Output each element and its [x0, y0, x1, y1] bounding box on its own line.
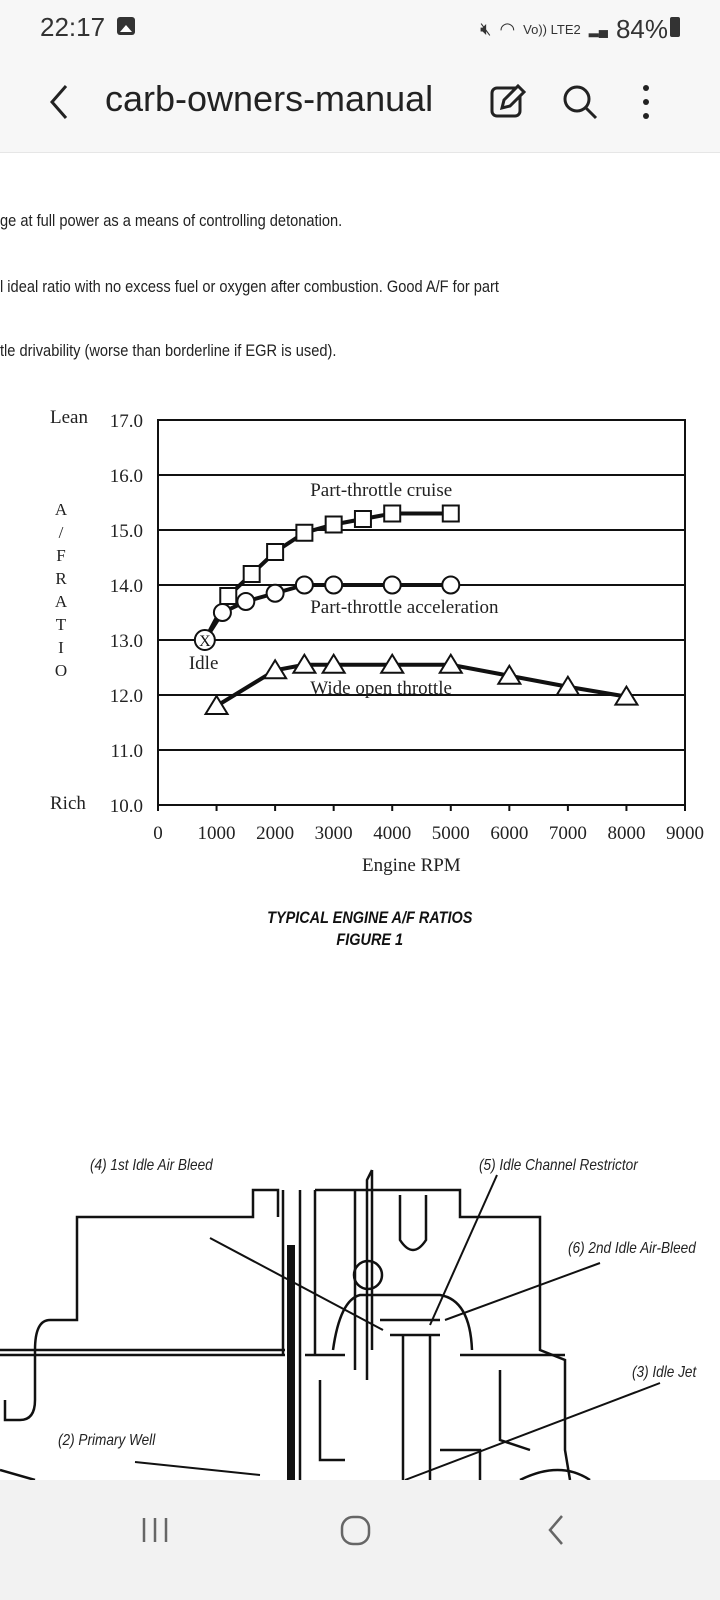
circle-marker	[236, 592, 256, 611]
document-page: ge at full power as a means of controlli…	[0, 153, 720, 1480]
text-line: ge at full power as a means of controlli…	[0, 211, 343, 230]
figure-number: FIGURE 1	[336, 930, 404, 949]
battery-icon	[670, 17, 680, 37]
x-tick-label: 8000	[607, 823, 645, 844]
more-icon[interactable]	[622, 78, 670, 126]
wifi-icon: ◠	[499, 19, 516, 39]
square-marker	[324, 515, 343, 534]
circle-marker	[212, 603, 232, 622]
label-1st-idle-air-bleed: (4) 1st Idle Air Bleed	[90, 1157, 213, 1174]
x-tick-label: 7000	[549, 823, 587, 844]
square-marker	[441, 504, 460, 523]
triangle-marker	[291, 652, 318, 674]
y-tick-label: 14.0	[110, 576, 143, 597]
triangle-marker	[262, 658, 288, 680]
text-line: tle drivability (worse than borderline i…	[0, 341, 337, 360]
carburetor-diagram	[0, 1169, 661, 1480]
back-icon[interactable]	[36, 78, 84, 126]
edit-icon[interactable]	[484, 78, 532, 126]
x-tick-label: 2000	[256, 823, 294, 844]
square-marker	[266, 543, 285, 561]
y-tick-label: 12.0	[110, 686, 143, 707]
mute-icon: 🔇︎	[480, 19, 492, 39]
y-axis-label: A / F RATIO	[54, 500, 68, 680]
series-label: Wide open throttle	[310, 678, 452, 699]
figure-caption: TYPICAL ENGINE A/F RATIOS	[267, 908, 473, 927]
y-tick-label: 16.0	[110, 466, 143, 487]
circle-marker	[265, 583, 285, 603]
y-tick-label: 17.0	[110, 411, 143, 432]
x-tick-label: 1000	[198, 823, 236, 844]
circle-marker	[441, 575, 461, 595]
idle-marker	[193, 629, 216, 651]
status-bar: 22:17 🔇︎ ◠ Vo)) LTE2 ▂▄ 84%	[0, 0, 720, 56]
label-primary-well: (2) Primary Well	[58, 1432, 156, 1449]
gallery-icon	[117, 17, 135, 35]
x-tick-label: 6000	[490, 823, 528, 844]
triangle-marker	[203, 694, 230, 715]
signal-icon: ▂▄	[588, 21, 608, 37]
circle-marker	[382, 575, 402, 595]
af-ratio-chart: 17.0 16.0 15.0 14.0 13.0 12.0 11.0 10.0 0 1000 200…	[110, 411, 704, 844]
y-tick-label: 13.0	[110, 631, 143, 652]
label-idle-jet: (3) Idle Jet	[632, 1364, 697, 1381]
label-2nd-idle-air-bleed: (6) 2nd Idle Air-Bleed	[568, 1240, 696, 1257]
y-top-label: Lean	[50, 407, 88, 428]
triangle-marker	[555, 674, 581, 696]
circle-marker	[294, 575, 314, 595]
square-marker	[295, 523, 314, 542]
x-tick-label: 9000	[666, 823, 704, 844]
y-tick-label: 15.0	[110, 521, 143, 542]
home-icon[interactable]	[336, 1510, 376, 1550]
square-marker	[242, 565, 261, 583]
y-tick-label: 10.0	[110, 796, 143, 817]
navigation-bar	[0, 1480, 720, 1600]
series-label: Part-throttle cruise	[310, 480, 452, 501]
x-tick-label: 4000	[373, 823, 411, 844]
square-marker	[219, 587, 238, 605]
triangle-marker	[496, 663, 523, 685]
triangle-marker	[320, 652, 347, 674]
triangle-marker	[437, 652, 464, 674]
network-label: Vo)) LTE2	[523, 22, 581, 37]
series-label: Part-throttle acceleration	[310, 597, 499, 618]
y-bottom-label: Rich	[50, 793, 86, 814]
document-title: carb-owners-manual	[105, 78, 434, 119]
triangle-marker	[379, 652, 406, 674]
clock: 22:17	[40, 12, 106, 42]
x-tick-label: 0	[153, 823, 163, 844]
app-bar: carb-owners-manual	[0, 56, 720, 153]
nav-back-icon[interactable]	[540, 1510, 574, 1550]
circle-marker	[324, 575, 344, 595]
y-tick-label: 11.0	[110, 741, 143, 762]
label-idle-channel-restrictor: (5) Idle Channel Restrictor	[479, 1157, 638, 1174]
text-line: l ideal ratio with no excess fuel or oxy…	[0, 277, 499, 296]
square-marker	[383, 504, 402, 523]
x-tick-label: 5000	[432, 823, 470, 844]
idle-label: Idle	[189, 653, 219, 674]
search-icon[interactable]	[556, 78, 604, 126]
idle-x-mark: X	[199, 633, 211, 650]
triangle-marker	[613, 684, 640, 706]
x-tick-label: 3000	[315, 823, 353, 844]
x-axis-label: Engine RPM	[362, 855, 461, 876]
recent-apps-icon[interactable]	[138, 1510, 172, 1550]
square-marker	[353, 510, 372, 528]
battery-level: 84%	[615, 14, 668, 44]
